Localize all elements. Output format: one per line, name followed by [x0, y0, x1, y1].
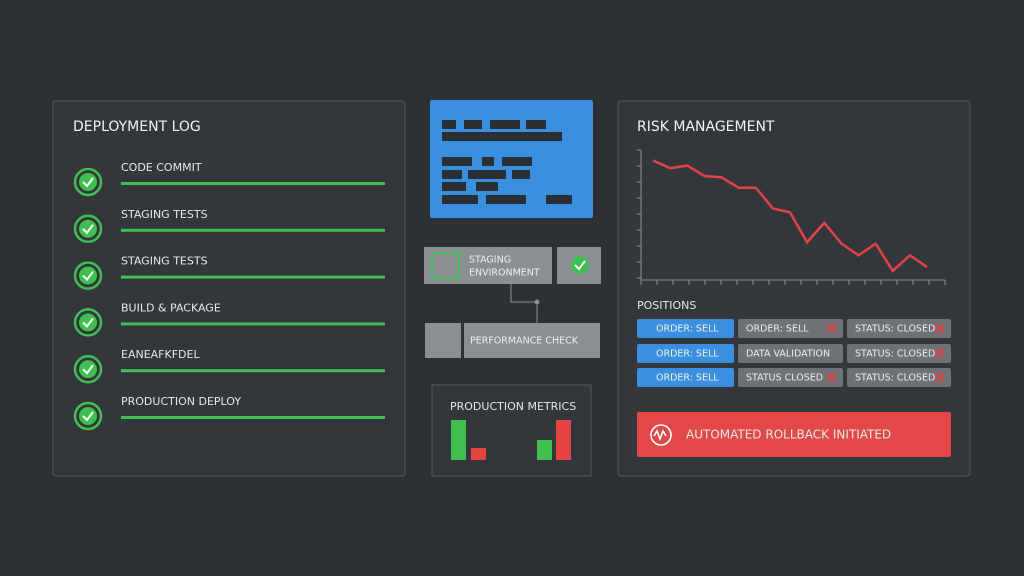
status-icon [79, 407, 97, 425]
status-ring [73, 167, 103, 197]
status-check [82, 177, 94, 188]
metrics-title: PRODUCTION METRICS [450, 400, 576, 413]
check-icon [571, 256, 589, 274]
close-icon [934, 348, 945, 359]
status-ring [73, 401, 103, 431]
status-ring [73, 308, 103, 337]
bar [556, 420, 571, 460]
status-icon [79, 266, 97, 285]
close-icon [934, 372, 945, 383]
log-item: BUILD & PACKAGE [121, 301, 221, 314]
position-cell [847, 368, 951, 387]
position-text: ORDER: SELL [746, 324, 809, 335]
perf-label: PERFORMANCE CHECK [470, 336, 579, 347]
status-ring [73, 261, 103, 290]
connector [510, 284, 538, 323]
position-text: ORDER: SELL [656, 349, 719, 360]
log-item: EANEAFKFDEL [121, 348, 200, 361]
position-cell [738, 319, 843, 338]
log-item: CODE COMMIT [121, 161, 202, 174]
log-item: STAGING TESTS [121, 208, 208, 221]
deployment-panel [52, 100, 406, 477]
position-cell [637, 344, 734, 363]
status-check [82, 411, 94, 422]
position-cell [738, 344, 843, 363]
position-cell [847, 344, 951, 363]
perf-box [464, 323, 600, 358]
status-ring [73, 354, 103, 384]
redacted-code [442, 120, 572, 204]
progress [121, 416, 385, 419]
close-icon [934, 323, 945, 334]
perf-icon-box [425, 323, 461, 358]
panel-title: RISK MANAGEMENT [637, 119, 775, 135]
position-cell [738, 368, 843, 387]
positions-title: POSITIONS [637, 299, 696, 312]
check-mark [574, 260, 586, 271]
status-icon [79, 173, 97, 191]
status-ring [73, 214, 103, 244]
status-icon [79, 360, 97, 379]
staging-icon [431, 252, 460, 279]
progress [121, 322, 385, 326]
position-text: STATUS CLOSED [746, 373, 823, 384]
alert-icon [653, 429, 667, 442]
panel-title: DEPLOYMENT LOG [73, 119, 201, 135]
status-icon [79, 219, 97, 238]
status-check [82, 364, 94, 375]
position-text: ORDER: SELL [656, 324, 719, 335]
progress [121, 182, 385, 185]
log-item: PRODUCTION DEPLOY [121, 395, 241, 408]
position-text: ORDER: SELL [656, 373, 719, 384]
status-icon [79, 313, 97, 332]
progress [121, 275, 385, 279]
close-icon [826, 323, 837, 334]
log-item: STAGING TESTS [121, 255, 208, 268]
progress [121, 228, 385, 232]
position-text: STATUS: CLOSED [855, 324, 935, 335]
alert-text: AUTOMATED ROLLBACK INITIATED [686, 428, 891, 442]
risk-line [652, 159, 928, 273]
connector-dot [534, 299, 540, 305]
progress [121, 369, 385, 373]
position-cell [847, 319, 951, 338]
bar [451, 420, 466, 460]
alert-icon [650, 424, 672, 446]
status-check [82, 224, 94, 235]
close-icon [826, 372, 837, 383]
staging-label: STAGING [469, 255, 511, 266]
position-text: STATUS: CLOSED [855, 349, 935, 360]
position-text: DATA VALIDATION [746, 349, 830, 360]
staging-label: ENVIRONMENT [469, 268, 540, 279]
alert [637, 412, 951, 457]
position-cell [637, 319, 734, 338]
position-text: STATUS: CLOSED [855, 373, 935, 384]
bar [471, 448, 486, 460]
bar [537, 440, 552, 460]
position-cell [637, 368, 734, 387]
status-check [82, 317, 94, 328]
status-check [82, 271, 94, 282]
